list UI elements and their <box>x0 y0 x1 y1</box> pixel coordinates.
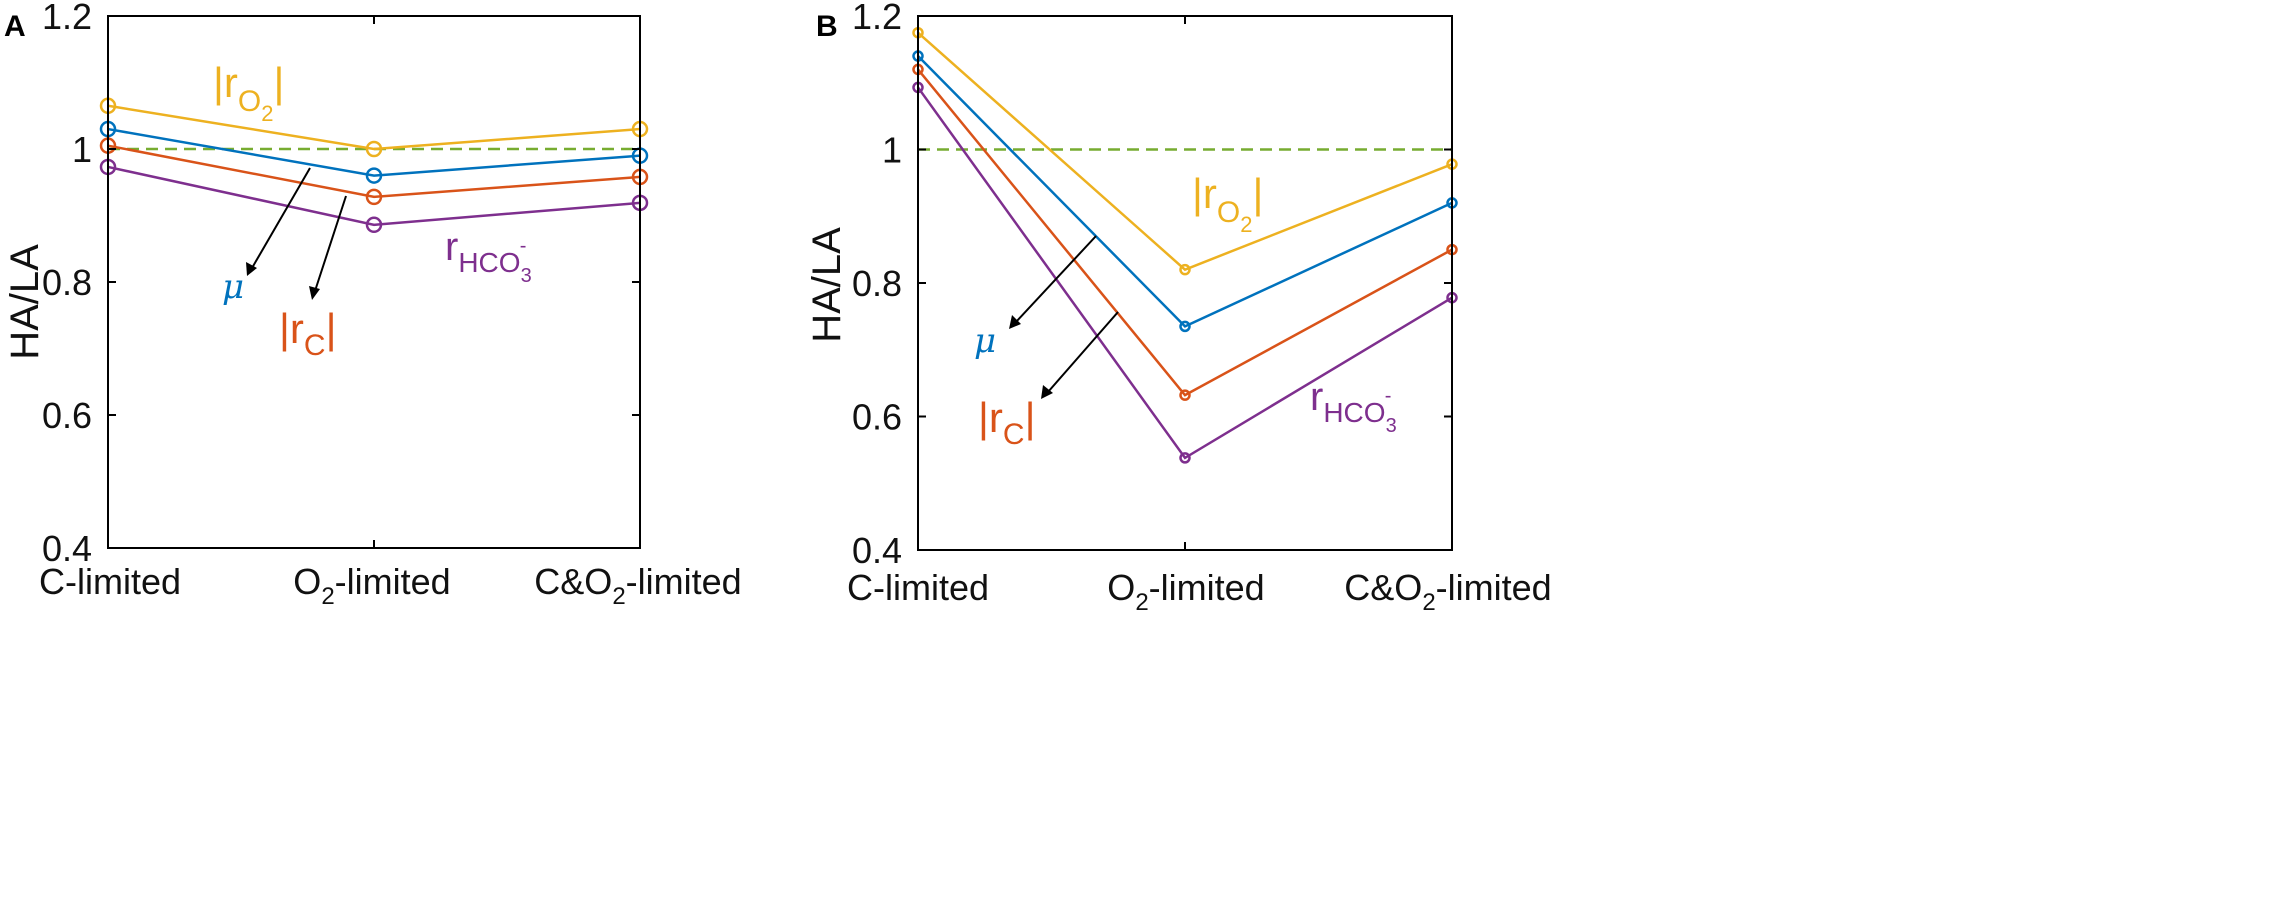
data-point-a-rO2-1 <box>365 140 383 158</box>
panel-a: A 0.4 0.6 0.8 1 1.2 HA/LA C-limited O2-limit… <box>3 0 742 610</box>
series-line-a-rC <box>107 144 641 199</box>
y-tick-label-b-0: 0.4 <box>852 530 902 571</box>
series-label-b-mu: μ <box>974 321 996 361</box>
series-label-a-rc: |rC| <box>279 305 337 362</box>
panel-b: B 0.4 0.6 0.8 1 1.2 HA/LA C-limited O2-limit… <box>805 0 1552 616</box>
y-tick-label-b-1: 0.6 <box>852 397 902 438</box>
trend-arrows-a <box>246 167 347 300</box>
data-point-b-rC-1 <box>1179 389 1191 401</box>
y-tick-label-a-3: 1 <box>72 129 92 170</box>
series-line-a-rHCO3 <box>107 165 641 227</box>
arrow-b-mu <box>1015 235 1097 323</box>
arrow-b-rc <box>1047 311 1119 393</box>
arrowhead-b-mu <box>1009 315 1021 329</box>
series-line-a-mu <box>107 127 641 177</box>
x-tick-label-a-2: C&O2-limited <box>534 561 741 610</box>
series-line-b-rHCO3 <box>916 86 1453 460</box>
series-label-b-ro2: |rO2| <box>1192 170 1263 237</box>
data-point-b-rO2-1 <box>1179 263 1191 276</box>
arrow-a-rc <box>314 195 347 292</box>
plot-area-a: 0.4 0.6 0.8 1 1.2 <box>42 0 649 569</box>
plot-area-b: 0.4 0.6 0.8 1 1.2 <box>852 0 1458 571</box>
data-point-b-rHCO3-1 <box>1179 452 1191 464</box>
x-tick-label-a-1: O2-limited <box>293 561 450 610</box>
y-tick-label-a-1: 0.6 <box>42 395 92 436</box>
arrowhead-a-rc <box>309 286 320 300</box>
data-point-a-rHCO3-1 <box>365 216 383 234</box>
x-tick-label-b-1: O2-limited <box>1107 567 1264 616</box>
arrow-a-mu <box>251 167 311 269</box>
series-line-b-rO2 <box>917 31 1453 272</box>
y-tick-label-b-4: 1.2 <box>852 0 902 37</box>
y-tick-label-b-3: 1 <box>882 130 902 171</box>
trend-arrows-b <box>1009 235 1119 399</box>
y-tick-label-b-2: 0.8 <box>852 263 902 304</box>
series-label-b-rhco3: rHCO3- <box>1310 375 1397 437</box>
panel-label-b: B <box>816 10 838 43</box>
series-line-a-rO2 <box>107 104 641 151</box>
x-tick-label-b-2: C&O2-limited <box>1344 567 1551 616</box>
series-label-b-rc: |rC| <box>978 394 1036 451</box>
y-tick-label-a-4: 1.2 <box>42 0 92 37</box>
series-line-b-mu <box>917 55 1453 328</box>
series-label-a-rhco3: rHCO3- <box>445 225 532 287</box>
y-tick-label-a-0: 0.4 <box>42 528 92 569</box>
x-tick-label-a-0: C-limited <box>39 561 181 602</box>
y-axis-label-b: HA/LA <box>805 227 849 343</box>
axes-box-a <box>107 15 641 549</box>
data-point-b-mu-1 <box>1179 320 1191 333</box>
y-tick-label-a-2: 0.8 <box>42 262 92 303</box>
axes-box-b <box>917 15 1453 551</box>
y-axis-label-a: HA/LA <box>3 244 47 360</box>
series-label-a-mu: μ <box>222 267 244 307</box>
panel-label-a: A <box>4 10 26 43</box>
series-line-b-rC <box>917 68 1453 397</box>
x-tick-label-b-0: C-limited <box>847 567 989 608</box>
data-point-a-mu-1 <box>365 167 383 184</box>
arrowhead-b-rc <box>1041 385 1053 399</box>
arrowhead-a-mu <box>246 262 257 276</box>
series-label-a-ro2: |rO2| <box>213 59 284 126</box>
data-point-a-rC-1 <box>365 188 383 206</box>
